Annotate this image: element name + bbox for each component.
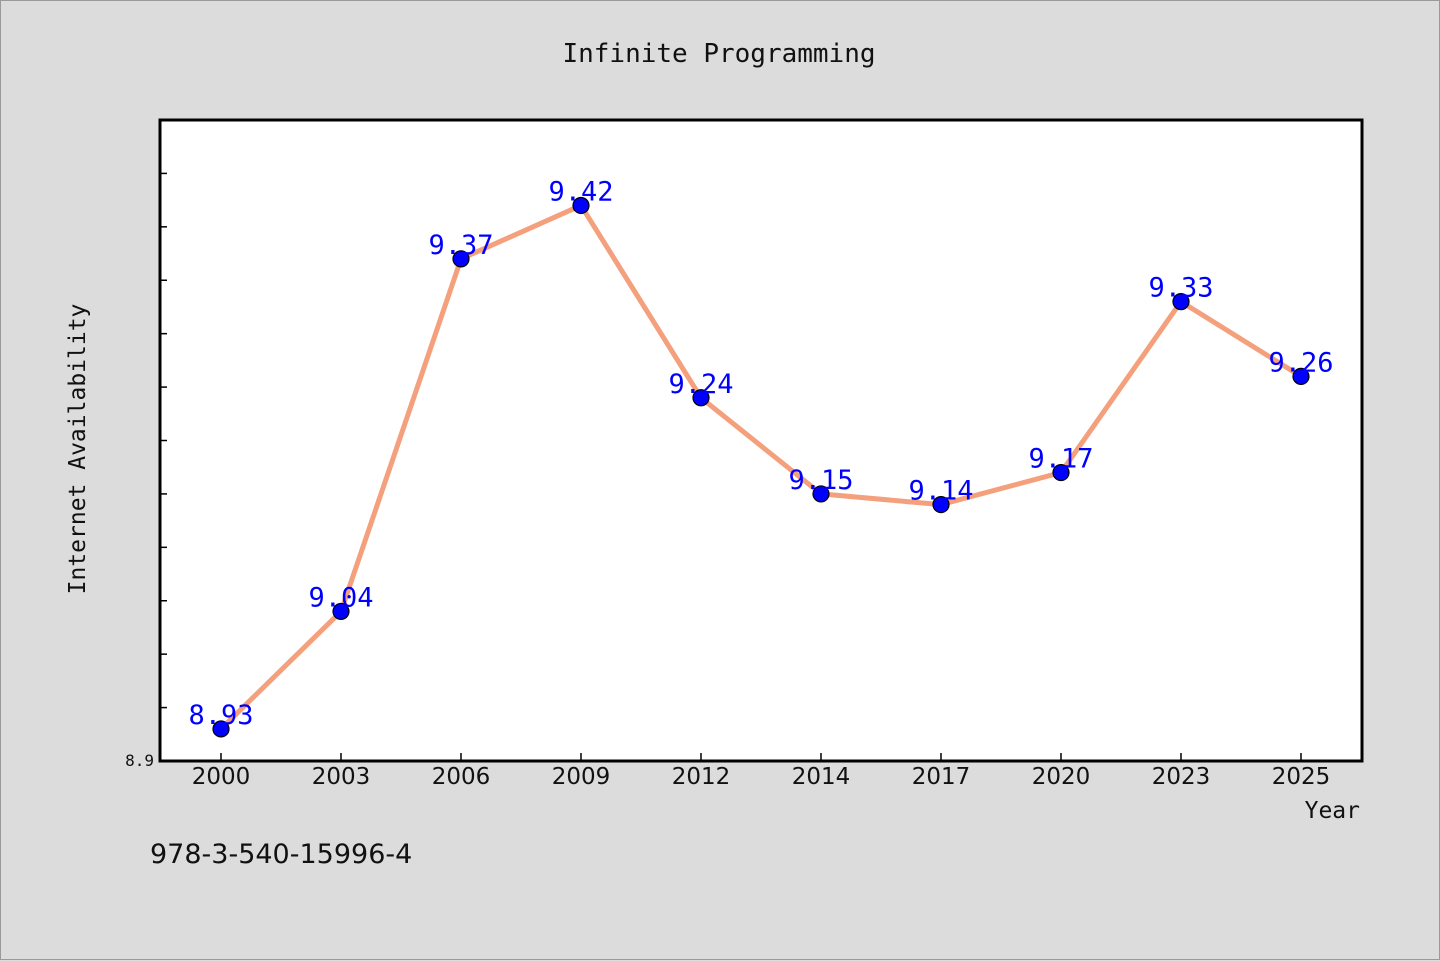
- data-point: [1292, 367, 1310, 385]
- x-tick-label: 2009: [552, 764, 611, 790]
- y-axis-label: Internet Availability: [65, 304, 91, 595]
- x-tick-label: 2012: [672, 764, 731, 790]
- x-tick-label: 2020: [1032, 764, 1091, 790]
- data-label: 8.93: [188, 700, 253, 731]
- chart-title: Infinite Programming: [562, 39, 875, 69]
- x-axis-label: Year: [1305, 798, 1360, 824]
- data-point: [812, 485, 830, 503]
- data-point: [1172, 293, 1190, 311]
- y-axis-ticks: 8.9: [125, 119, 167, 770]
- data-labels: 8.93 9.04 9.37 9.42 9.24 9.15 9.14 9.17 9.33 9.26: [188, 176, 1333, 730]
- x-tick-label: 2000: [192, 764, 251, 790]
- x-tick-label: 2017: [912, 764, 971, 790]
- y-tick-label: 8.9: [125, 751, 154, 770]
- series-line: [218, 202, 1304, 732]
- x-axis-ticks: 2000 2003 2006 2009 2012 2014 2017 2020 2023 2025: [192, 753, 1331, 790]
- data-label: 9.15: [788, 465, 853, 496]
- data-point: [332, 602, 350, 621]
- data-label: 9.33: [1148, 273, 1213, 304]
- series-markers: [212, 196, 1310, 738]
- plot-area: [158, 118, 1364, 763]
- data-label: 9.42: [548, 176, 613, 207]
- x-tick-label: 2014: [792, 764, 851, 790]
- data-point: [932, 496, 950, 514]
- data-point: [692, 389, 710, 407]
- data-label: 9.24: [668, 369, 733, 400]
- footer-text: 978-3-540-15996-4: [150, 839, 412, 870]
- data-label: 9.26: [1268, 347, 1333, 378]
- x-tick-label: 2003: [312, 764, 371, 790]
- data-point: [1052, 463, 1070, 482]
- data-label: 9.37: [428, 230, 493, 261]
- x-tick-label: 2006: [432, 764, 491, 790]
- x-tick-label: 2023: [1152, 764, 1211, 790]
- x-tick-label: 2025: [1272, 764, 1331, 790]
- data-label: 9.17: [1028, 444, 1093, 475]
- data-label: 9.04: [308, 582, 373, 613]
- data-label: 9.14: [908, 476, 973, 507]
- data-point: [572, 196, 590, 215]
- data-point: [452, 250, 470, 268]
- data-point: [212, 720, 230, 738]
